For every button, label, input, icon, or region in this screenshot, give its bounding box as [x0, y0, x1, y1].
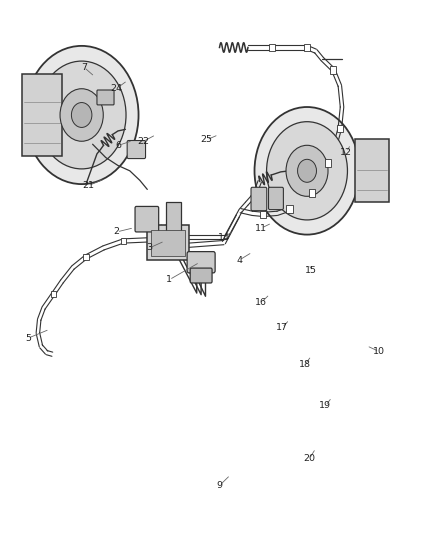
- Circle shape: [71, 102, 92, 127]
- FancyBboxPatch shape: [127, 141, 145, 159]
- Bar: [303, 44, 309, 51]
- Bar: [308, 189, 314, 197]
- Text: 18: 18: [298, 360, 310, 369]
- Bar: [329, 66, 336, 74]
- Text: 19: 19: [319, 401, 331, 410]
- Bar: [120, 238, 126, 244]
- FancyBboxPatch shape: [251, 187, 266, 211]
- FancyBboxPatch shape: [268, 187, 283, 209]
- Circle shape: [286, 146, 327, 196]
- Bar: [150, 230, 185, 256]
- Circle shape: [60, 88, 103, 141]
- FancyBboxPatch shape: [187, 252, 215, 273]
- Text: 5: 5: [25, 334, 31, 343]
- Circle shape: [254, 107, 359, 235]
- Bar: [354, 140, 389, 202]
- Bar: [83, 254, 88, 260]
- Text: 14: 14: [217, 233, 230, 242]
- Bar: [336, 125, 342, 132]
- Circle shape: [297, 159, 316, 182]
- Text: 2: 2: [113, 228, 120, 237]
- Bar: [50, 291, 56, 297]
- Text: 24: 24: [110, 84, 122, 93]
- Circle shape: [266, 122, 346, 220]
- Text: 10: 10: [372, 347, 385, 356]
- Text: 21: 21: [82, 181, 94, 190]
- Text: 7: 7: [81, 63, 87, 71]
- FancyBboxPatch shape: [97, 90, 114, 105]
- Text: 4: 4: [236, 256, 242, 264]
- Bar: [260, 211, 266, 218]
- FancyBboxPatch shape: [190, 268, 212, 283]
- Text: 16: 16: [254, 298, 266, 307]
- Text: 1: 1: [166, 275, 172, 284]
- Text: 6: 6: [116, 141, 122, 150]
- FancyBboxPatch shape: [135, 206, 158, 232]
- Text: 11: 11: [254, 224, 266, 233]
- Bar: [324, 159, 330, 166]
- Text: 25: 25: [200, 135, 212, 144]
- Circle shape: [37, 61, 126, 169]
- Bar: [147, 225, 188, 260]
- Text: 22: 22: [137, 137, 148, 146]
- Text: 15: 15: [305, 266, 317, 275]
- Bar: [165, 201, 180, 231]
- Text: 17: 17: [276, 323, 287, 332]
- Text: 3: 3: [146, 244, 152, 253]
- Text: 12: 12: [339, 148, 352, 157]
- Bar: [21, 74, 62, 156]
- Bar: [286, 205, 292, 213]
- Bar: [268, 44, 275, 51]
- Text: 9: 9: [216, 481, 222, 490]
- Circle shape: [25, 46, 138, 184]
- Text: 20: 20: [303, 455, 314, 463]
